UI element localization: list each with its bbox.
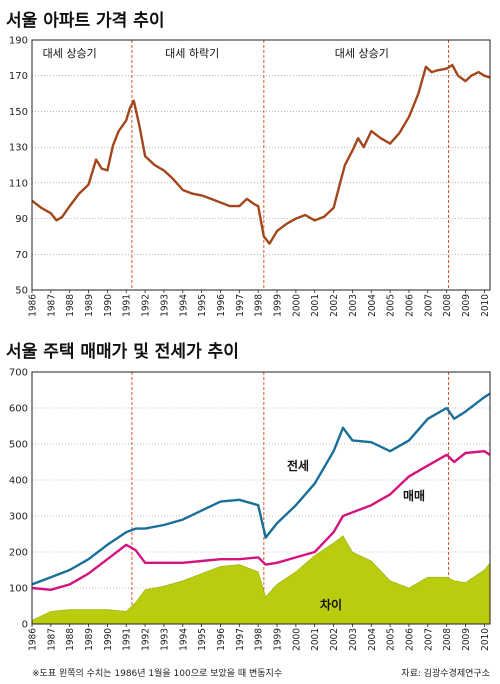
y-tick-label: 100 <box>9 584 28 595</box>
x-tick-label: 2009 <box>461 628 472 651</box>
x-tick-label: 1994 <box>178 294 189 317</box>
jeonse-line <box>31 392 491 586</box>
x-tick-label: 1996 <box>216 628 227 651</box>
x-tick-label: 1992 <box>141 294 152 317</box>
y-tick-label: 90 <box>15 214 28 225</box>
x-tick-label: 2002 <box>329 294 340 317</box>
x-tick-label: 2009 <box>461 294 472 317</box>
x-tick-label: 1998 <box>254 294 265 317</box>
y-tick-label: 70 <box>15 250 28 261</box>
x-tick-label: 1998 <box>254 628 265 651</box>
x-tick-label: 1997 <box>235 294 246 317</box>
y-tick-label: 150 <box>9 107 28 118</box>
x-tick-label: 2007 <box>423 294 434 317</box>
x-tick-label: 2005 <box>386 294 397 317</box>
plot-frame <box>31 371 491 625</box>
y-tick-label: 130 <box>9 143 28 154</box>
x-tick-label: 2010 <box>480 294 491 317</box>
footnote: ※도표 왼쪽의 수치는 1986년 1월을 100으로 보았을 때 변동지수 <box>32 667 282 679</box>
x-tick-label: 1991 <box>122 294 133 317</box>
y-tick-label: 600 <box>9 404 28 415</box>
x-tick-label: 2008 <box>442 294 453 317</box>
x-tick-label: 2005 <box>386 628 397 651</box>
maemae-series-label: 매매 <box>403 488 425 503</box>
y-tick-label: 110 <box>9 178 28 189</box>
x-tick-label: 2003 <box>348 628 359 651</box>
x-tick-label: 2002 <box>329 628 340 651</box>
x-tick-label: 1995 <box>197 628 208 651</box>
x-tick-label: 2006 <box>404 628 415 651</box>
phase-label: 대세 상승기 <box>43 47 97 60</box>
x-tick-label: 2006 <box>404 294 415 317</box>
x-tick-label: 1992 <box>141 628 152 651</box>
x-tick-label: 1996 <box>216 294 227 317</box>
x-tick-label: 1986 <box>28 628 39 651</box>
x-tick-label: 1987 <box>46 294 57 317</box>
chart2-title: 서울 주택 매매가 및 전세가 추이 <box>6 342 239 362</box>
x-tick-label: 2010 <box>480 628 491 651</box>
x-tick-label: 2004 <box>367 294 378 317</box>
jeonse-series-label: 전세 <box>287 458 309 473</box>
x-tick-label: 2001 <box>310 628 321 651</box>
phase-label: 대세 하락기 <box>165 46 219 60</box>
y-tick-label: 700 <box>9 368 28 379</box>
x-tick-label: 1991 <box>122 628 133 651</box>
x-tick-label: 2001 <box>310 294 321 317</box>
x-tick-label: 2007 <box>423 628 434 651</box>
x-tick-label: 1994 <box>178 628 189 651</box>
plot-frame <box>31 39 491 291</box>
x-tick-label: 1986 <box>28 294 39 317</box>
x-tick-label: 1999 <box>273 628 284 651</box>
difference-area <box>31 535 491 625</box>
x-tick-label: 1990 <box>103 294 114 317</box>
x-tick-label: 1988 <box>65 628 76 651</box>
x-tick-label: 1988 <box>65 294 76 317</box>
price-index-line <box>31 63 491 245</box>
x-tick-label: 1987 <box>46 628 57 651</box>
x-tick-label: 1995 <box>197 294 208 317</box>
x-tick-label: 1993 <box>159 628 170 651</box>
y-tick-label: 190 <box>9 36 28 47</box>
phase-label: 대세 상승기 <box>335 47 389 60</box>
x-tick-label: 1989 <box>84 294 95 317</box>
chart1-group: 50 70 90 110 130 150 170 190 1986 1987 1988 1989 199… <box>9 36 491 317</box>
x-tick-label: 2004 <box>367 628 378 651</box>
x-tick-label: 2008 <box>442 628 453 651</box>
y-tick-label: 300 <box>9 512 28 523</box>
x-tick-label: 1999 <box>273 294 284 317</box>
y-tick-label: 50 <box>15 286 28 297</box>
y-tick-label: 500 <box>9 440 28 451</box>
chart2-group: 0 100 200 300 400 500 600 700 1986 1987 1988 1989 19… <box>9 368 491 651</box>
x-tick-label: 2000 <box>291 294 302 317</box>
x-tick-label: 2000 <box>291 628 302 651</box>
x-tick-label: 1990 <box>103 628 114 651</box>
x-tick-label: 1989 <box>84 628 95 651</box>
difference-series-label: 차이 <box>320 597 342 612</box>
source-note: 자료: 김광수경제연구소 <box>401 667 490 679</box>
y-tick-label: 400 <box>9 476 28 487</box>
y-tick-label: 0 <box>22 620 28 631</box>
chart1-title: 서울 아파트 가격 추이 <box>6 11 165 31</box>
maemae-line <box>31 450 491 591</box>
y-tick-label: 170 <box>9 71 28 82</box>
x-tick-label: 1997 <box>235 628 246 651</box>
x-tick-label: 2003 <box>348 294 359 317</box>
x-tick-label: 1993 <box>159 294 170 317</box>
y-tick-label: 200 <box>9 548 28 559</box>
